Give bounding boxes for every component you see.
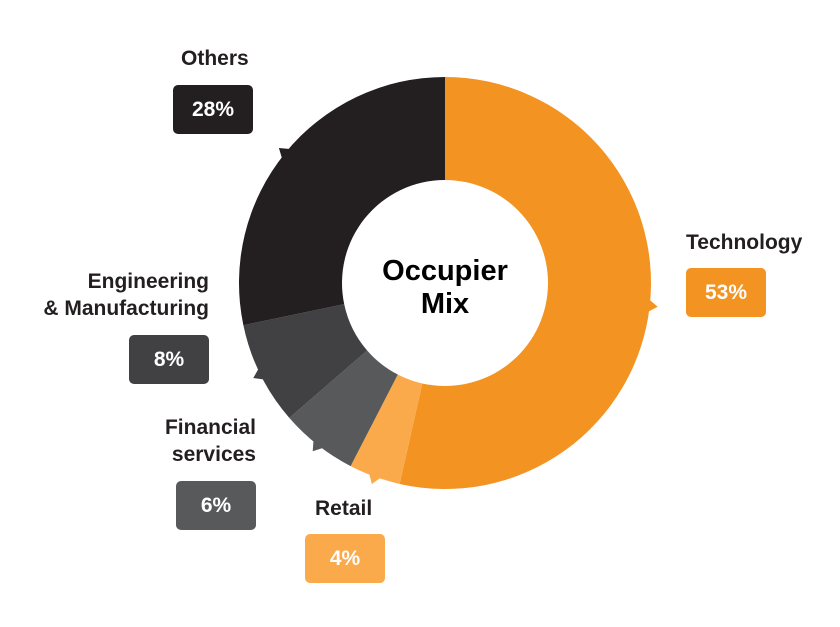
pointer-notch [369, 473, 381, 485]
slice-retail [350, 374, 423, 484]
pointer-notch [278, 148, 290, 159]
label-financial: Financial services [164, 416, 256, 466]
pointer-notch [253, 368, 265, 380]
value-technology: 53% [686, 268, 766, 317]
label-retail: Retail [315, 497, 373, 520]
slice-others [239, 77, 445, 326]
label-technology: Technology [686, 231, 803, 254]
chart-title: Occupier Mix [382, 255, 508, 320]
pointer-notch [647, 299, 658, 312]
value-retail: 4% [305, 534, 385, 583]
value-engineering: 8% [129, 335, 209, 384]
slice-technology [399, 77, 651, 489]
value-financial: 6% [176, 481, 256, 530]
pointer-notch [312, 440, 324, 452]
slice-financial-services [289, 350, 398, 467]
value-others: 28% [173, 85, 253, 134]
label-others: Others [181, 47, 249, 70]
slice-engineering-manufacturing [243, 304, 368, 418]
label-engineering: Engineering & Manufacturing [43, 270, 209, 320]
